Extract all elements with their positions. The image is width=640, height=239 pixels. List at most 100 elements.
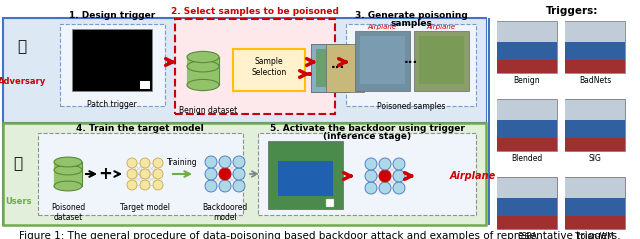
Text: Benign: Benign bbox=[514, 76, 540, 85]
Text: SSBA: SSBA bbox=[517, 232, 537, 239]
Bar bbox=[497, 60, 557, 73]
Circle shape bbox=[365, 182, 377, 194]
Text: 5. Activate the backdoor using trigger: 5. Activate the backdoor using trigger bbox=[269, 124, 465, 133]
Bar bbox=[565, 60, 625, 73]
Circle shape bbox=[365, 158, 377, 170]
Circle shape bbox=[127, 180, 137, 190]
Circle shape bbox=[233, 156, 245, 168]
Circle shape bbox=[127, 158, 137, 168]
Text: Triggers:: Triggers: bbox=[546, 6, 598, 16]
Bar bbox=[497, 198, 557, 229]
Bar bbox=[414, 31, 469, 91]
Text: 2. Select samples to be poisoned: 2. Select samples to be poisoned bbox=[171, 7, 339, 16]
Bar bbox=[3, 18, 486, 122]
Bar bbox=[175, 19, 335, 114]
Bar bbox=[565, 198, 625, 229]
Text: Patch trigger: Patch trigger bbox=[87, 100, 137, 109]
Text: 3. Generate poisoning: 3. Generate poisoning bbox=[355, 11, 467, 20]
Circle shape bbox=[140, 180, 150, 190]
Bar bbox=[187, 57, 219, 85]
Bar bbox=[346, 24, 476, 106]
Text: Target model: Target model bbox=[120, 203, 170, 212]
Circle shape bbox=[153, 158, 163, 168]
Circle shape bbox=[153, 169, 163, 179]
Text: Sample
Selection: Sample Selection bbox=[252, 57, 287, 77]
Bar bbox=[60, 24, 165, 106]
Text: Trojan-WM: Trojan-WM bbox=[575, 232, 615, 239]
Circle shape bbox=[205, 168, 217, 180]
Bar bbox=[565, 22, 625, 42]
Bar bbox=[38, 133, 243, 215]
Circle shape bbox=[219, 168, 231, 180]
Circle shape bbox=[205, 156, 217, 168]
Bar bbox=[140, 81, 150, 89]
Text: Airplane: Airplane bbox=[367, 24, 397, 30]
Bar bbox=[497, 42, 557, 73]
Circle shape bbox=[219, 156, 231, 168]
Bar bbox=[54, 162, 82, 186]
Bar bbox=[326, 199, 334, 207]
Bar bbox=[565, 99, 625, 151]
Text: +: + bbox=[98, 165, 112, 183]
Bar bbox=[3, 123, 486, 225]
Circle shape bbox=[219, 180, 231, 192]
Text: Airplane: Airplane bbox=[426, 24, 456, 30]
Ellipse shape bbox=[54, 181, 82, 191]
Bar bbox=[497, 99, 557, 151]
Circle shape bbox=[140, 169, 150, 179]
Bar bbox=[565, 177, 625, 229]
Ellipse shape bbox=[54, 165, 82, 175]
Bar bbox=[497, 138, 557, 151]
Bar bbox=[497, 177, 557, 229]
Text: Backdoored
model: Backdoored model bbox=[202, 203, 248, 223]
Circle shape bbox=[393, 182, 405, 194]
Text: Poisoned
dataset: Poisoned dataset bbox=[51, 203, 85, 223]
Bar bbox=[355, 31, 410, 91]
Bar bbox=[497, 21, 557, 73]
Text: BadNets: BadNets bbox=[579, 76, 611, 85]
Bar bbox=[3, 18, 486, 225]
Bar bbox=[311, 44, 349, 92]
Circle shape bbox=[365, 170, 377, 182]
Circle shape bbox=[153, 180, 163, 190]
Bar bbox=[565, 216, 625, 229]
Bar bbox=[565, 42, 625, 73]
Bar bbox=[497, 120, 557, 151]
Bar bbox=[497, 22, 557, 42]
Text: Airplane: Airplane bbox=[450, 171, 496, 181]
Text: 4. Train the target model: 4. Train the target model bbox=[76, 124, 204, 133]
Bar bbox=[316, 49, 349, 87]
Bar bbox=[497, 216, 557, 229]
Text: samples: samples bbox=[390, 19, 432, 28]
Bar bbox=[311, 44, 349, 92]
Text: Figure 1: The general procedure of data-poisoning based backdoor attack and exam: Figure 1: The general procedure of data-… bbox=[19, 231, 621, 239]
Text: ...: ... bbox=[404, 53, 418, 65]
Circle shape bbox=[379, 158, 391, 170]
Bar bbox=[565, 178, 625, 198]
Text: 👥: 👥 bbox=[13, 157, 22, 172]
Text: Training: Training bbox=[166, 158, 197, 167]
Text: Blended: Blended bbox=[511, 154, 543, 163]
Text: Users: Users bbox=[4, 197, 31, 206]
Text: Adversary: Adversary bbox=[0, 77, 46, 86]
Bar bbox=[488, 18, 490, 225]
Ellipse shape bbox=[187, 61, 219, 72]
Bar bbox=[565, 21, 625, 73]
Bar bbox=[360, 36, 405, 84]
Circle shape bbox=[127, 169, 137, 179]
Circle shape bbox=[233, 180, 245, 192]
Bar bbox=[565, 120, 625, 151]
Bar bbox=[419, 36, 464, 84]
Bar bbox=[497, 100, 557, 120]
Bar bbox=[565, 138, 625, 151]
Text: Poisoned samples: Poisoned samples bbox=[377, 102, 445, 111]
Text: ...: ... bbox=[331, 58, 345, 71]
Circle shape bbox=[140, 158, 150, 168]
Bar bbox=[565, 100, 625, 120]
Text: SIG: SIG bbox=[589, 154, 602, 163]
Text: 1. Design trigger: 1. Design trigger bbox=[69, 11, 155, 20]
Bar bbox=[233, 49, 305, 91]
Circle shape bbox=[393, 158, 405, 170]
Text: Benign dataset: Benign dataset bbox=[179, 106, 237, 115]
Circle shape bbox=[379, 170, 391, 182]
